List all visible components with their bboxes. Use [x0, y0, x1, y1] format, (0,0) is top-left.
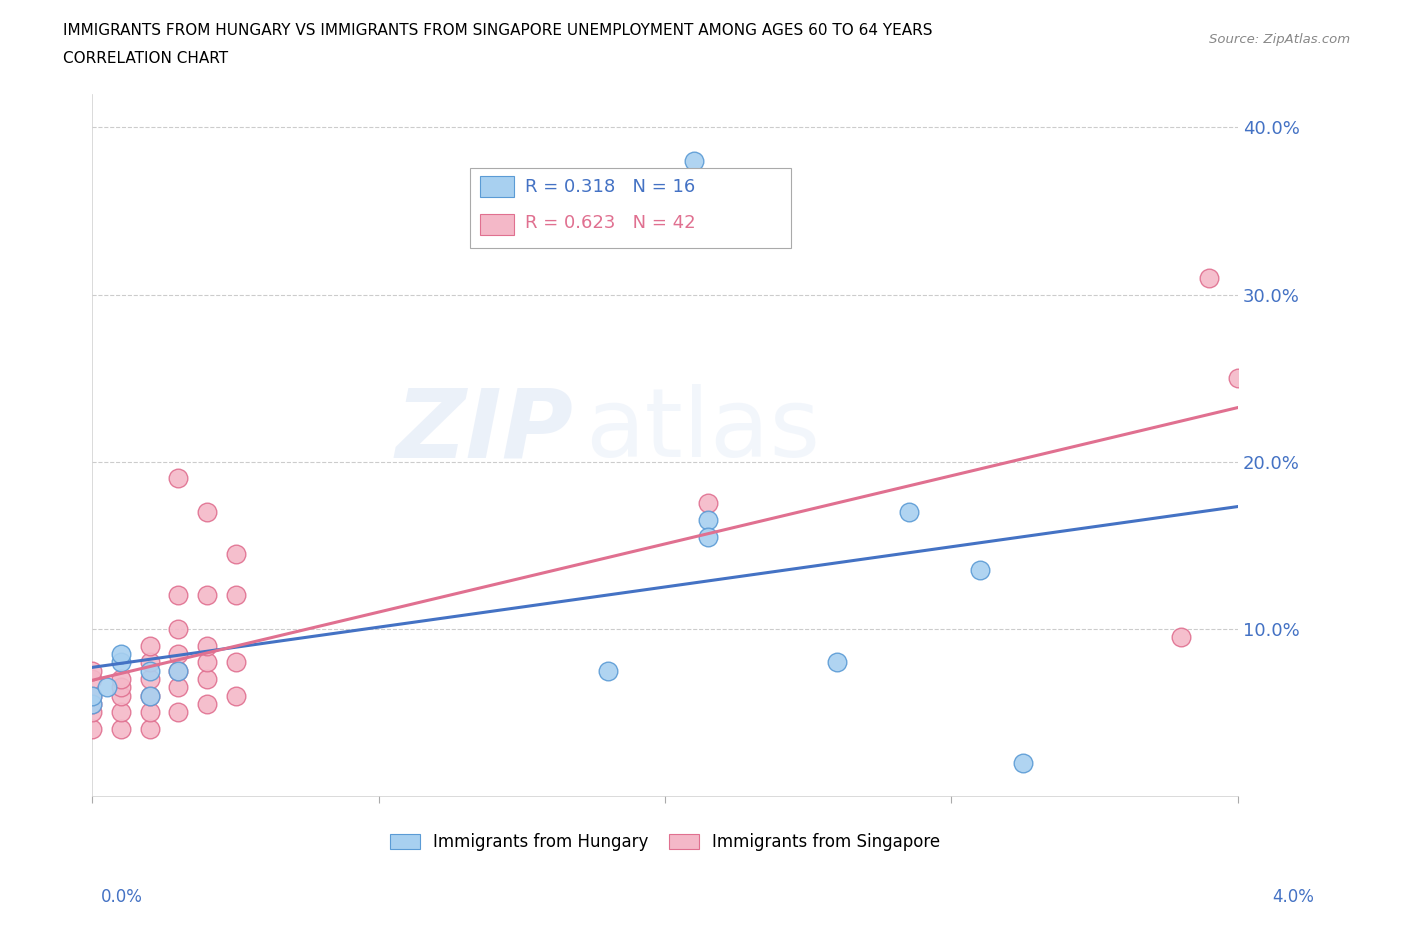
- Point: [682, 153, 704, 168]
- Text: IMMIGRANTS FROM HUNGARY VS IMMIGRANTS FROM SINGAPORE UNEMPLOYMENT AMONG AGES 60 : IMMIGRANTS FROM HUNGARY VS IMMIGRANTS FR…: [63, 23, 932, 38]
- Point: [225, 588, 247, 603]
- Point: [138, 655, 160, 670]
- Point: [138, 671, 160, 686]
- Point: [167, 588, 190, 603]
- Point: [138, 688, 160, 703]
- Text: atlas: atlas: [585, 384, 820, 477]
- Text: Source: ZipAtlas.com: Source: ZipAtlas.com: [1209, 33, 1350, 46]
- Point: [195, 671, 218, 686]
- Point: [138, 663, 160, 678]
- Text: CORRELATION CHART: CORRELATION CHART: [63, 51, 228, 66]
- Point: [1170, 630, 1192, 644]
- Point: [225, 546, 247, 561]
- Point: [167, 646, 190, 661]
- Point: [96, 680, 118, 695]
- Point: [82, 697, 104, 711]
- Point: [195, 588, 218, 603]
- Text: R = 0.318   N = 16: R = 0.318 N = 16: [526, 178, 696, 195]
- FancyBboxPatch shape: [479, 214, 513, 235]
- Point: [138, 722, 160, 737]
- Point: [195, 697, 218, 711]
- Point: [110, 680, 132, 695]
- Point: [110, 705, 132, 720]
- Point: [82, 663, 104, 678]
- Point: [697, 512, 720, 527]
- Point: [82, 722, 104, 737]
- Point: [1198, 271, 1220, 286]
- Point: [167, 680, 190, 695]
- Point: [82, 671, 104, 686]
- Text: 0.0%: 0.0%: [101, 888, 143, 906]
- FancyBboxPatch shape: [471, 167, 792, 248]
- Point: [167, 705, 190, 720]
- Text: R = 0.623   N = 42: R = 0.623 N = 42: [526, 214, 696, 232]
- Point: [596, 663, 619, 678]
- Point: [1012, 755, 1035, 770]
- Point: [82, 705, 104, 720]
- Text: ZIP: ZIP: [395, 384, 574, 477]
- Legend: Immigrants from Hungary, Immigrants from Singapore: Immigrants from Hungary, Immigrants from…: [384, 827, 946, 857]
- Point: [138, 688, 160, 703]
- Point: [167, 663, 190, 678]
- Point: [825, 655, 848, 670]
- Point: [225, 688, 247, 703]
- Point: [110, 688, 132, 703]
- Point: [1226, 371, 1249, 386]
- Point: [110, 646, 132, 661]
- Point: [195, 638, 218, 653]
- Point: [110, 722, 132, 737]
- Point: [138, 638, 160, 653]
- Point: [167, 663, 190, 678]
- Point: [897, 504, 920, 519]
- Point: [167, 621, 190, 636]
- Point: [82, 688, 104, 703]
- Point: [697, 529, 720, 544]
- Point: [195, 655, 218, 670]
- FancyBboxPatch shape: [479, 176, 513, 197]
- Point: [697, 496, 720, 511]
- Point: [969, 563, 991, 578]
- Point: [110, 671, 132, 686]
- Point: [110, 655, 132, 670]
- Point: [225, 655, 247, 670]
- Point: [167, 471, 190, 485]
- Text: 4.0%: 4.0%: [1272, 888, 1315, 906]
- Point: [82, 688, 104, 703]
- Point: [138, 705, 160, 720]
- Point: [82, 697, 104, 711]
- Point: [195, 504, 218, 519]
